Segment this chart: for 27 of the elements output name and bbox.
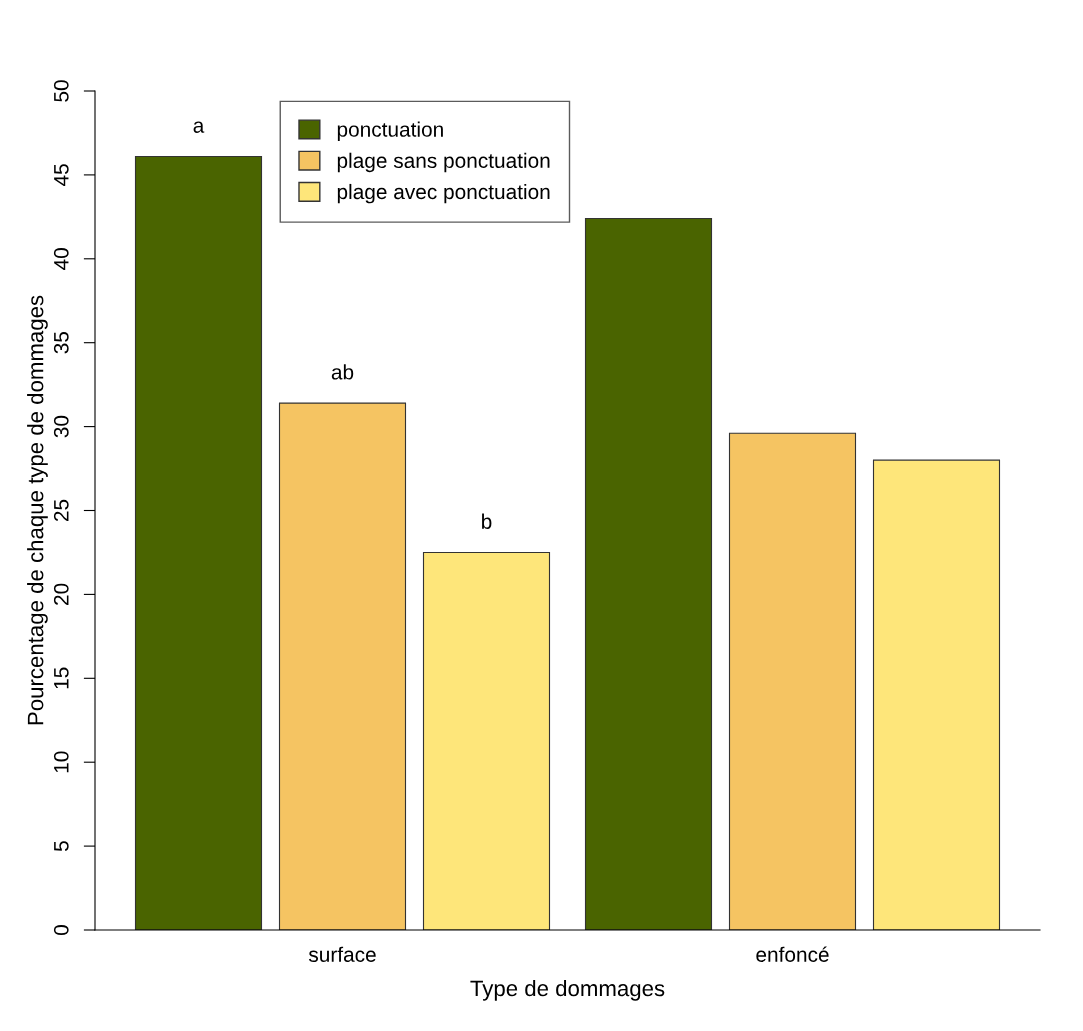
bar (872, 459, 1001, 930)
bar (278, 402, 407, 930)
x-tick-label: enfoncé (756, 946, 829, 962)
data-label: ab (331, 364, 354, 380)
bar (134, 155, 263, 930)
y-tick-label: 40 (53, 248, 69, 270)
y-tick-label: 20 (53, 583, 69, 605)
legend-label: ponctuation (337, 121, 443, 141)
data-label: a (193, 121, 205, 133)
y-tick-label: 5 (54, 841, 69, 852)
bar (584, 217, 713, 930)
legend-label: plage sans ponctuation (337, 152, 550, 173)
y-tick-label: 0 (53, 925, 69, 935)
legend-label: plage avec ponctuation (337, 183, 550, 204)
y-axis-title: Pourcentage de chaque type de dommages (27, 295, 48, 725)
y-tick-label: 30 (53, 415, 69, 438)
y-tick-label: 35 (53, 331, 69, 354)
y-tick-label: 10 (53, 751, 69, 773)
y-tick-label: 25 (53, 499, 69, 522)
x-tick-label: surface (308, 946, 376, 962)
bar (422, 551, 551, 930)
x-axis-title: Type de dommages (470, 979, 665, 1001)
data-label: b (482, 513, 492, 529)
bar (728, 432, 857, 930)
y-tick-label: 15 (54, 667, 69, 689)
y-tick-label: 45 (54, 164, 69, 187)
y-tick-label: 50 (53, 80, 69, 102)
